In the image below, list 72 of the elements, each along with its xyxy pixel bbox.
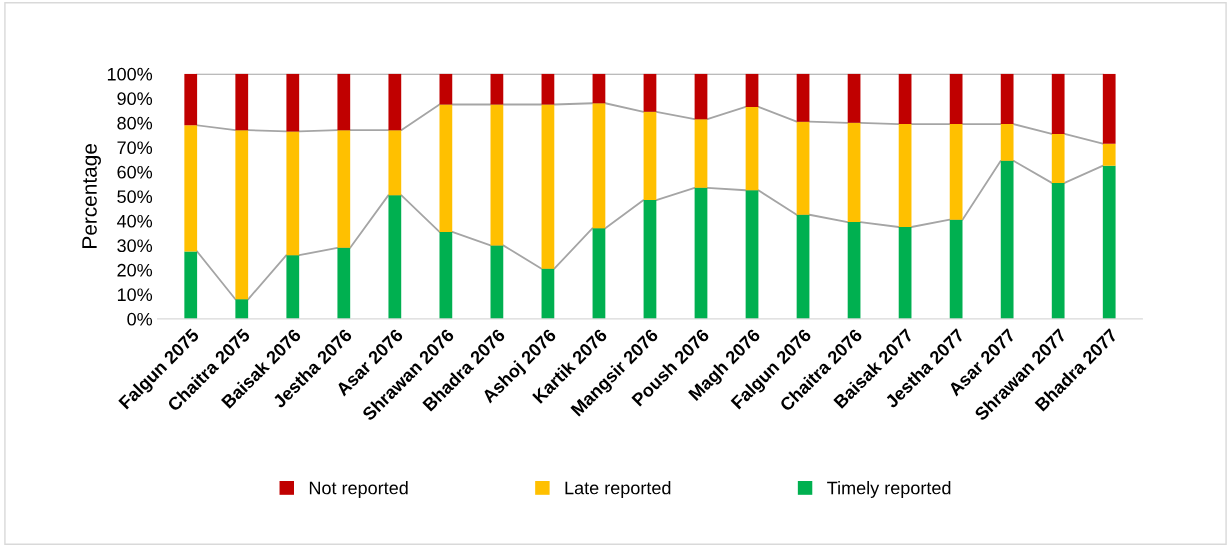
bar [337,73,351,131]
bar [898,124,912,228]
bar [1051,73,1065,134]
legend-label: Timely reported [827,481,951,498]
bar [643,111,657,201]
bar [592,73,606,104]
bar [286,73,300,132]
bar [235,299,249,319]
bar [439,231,453,319]
bar [286,131,300,256]
bar [490,245,504,319]
bar [847,73,861,123]
bar [592,103,606,229]
bar [235,73,249,131]
bar [592,228,606,319]
bar [439,104,453,232]
legend-label: Not reported [309,481,408,498]
bar [388,195,402,319]
y-tick-label: 60% [117,165,153,179]
bar [439,73,453,105]
bar [694,187,708,319]
legend-label: Late reported [565,481,671,498]
bar [1051,182,1065,319]
bar [745,190,759,319]
bar [541,73,555,105]
bar [796,214,810,319]
bar [541,104,555,269]
bar [643,200,657,319]
bar [643,73,657,112]
y-tick-label: 30% [117,239,153,253]
bar [337,247,351,319]
bar [490,104,504,246]
y-tick-label: 50% [117,190,153,204]
bar [541,268,555,319]
y-tick-label: 40% [116,214,153,228]
y-tick-label: 20% [117,263,153,277]
bar [949,219,963,319]
bar [898,73,912,125]
bar [184,125,198,252]
bar [388,130,402,196]
y-tick-label: 90% [117,92,153,106]
y-tick-label: 70% [117,141,153,155]
y-tick-label: 80% [117,116,153,130]
bar [847,222,861,319]
bar [1102,165,1116,319]
bar [694,73,708,120]
bar [745,106,759,191]
y-tick-label: 10% [117,288,153,302]
bar [949,124,963,220]
bar [490,73,504,105]
bar [1102,143,1116,166]
bar [796,73,810,122]
bar [1102,73,1116,144]
bar [949,73,963,125]
bar [286,255,300,319]
bar [898,227,912,319]
bar [235,130,249,300]
y-axis-title: Percentage [82,144,101,248]
bar [1051,133,1065,183]
bar [796,121,810,215]
bar [1000,73,1014,125]
bar [388,73,402,131]
bar [184,73,198,126]
y-tick-label: 0% [127,312,153,326]
y-tick-label: 100% [107,67,153,81]
bar [1000,124,1014,161]
bar [745,73,759,107]
bar [184,251,198,319]
bar [1000,160,1014,319]
bar [337,130,351,248]
bar [694,119,708,188]
bar [847,122,861,223]
